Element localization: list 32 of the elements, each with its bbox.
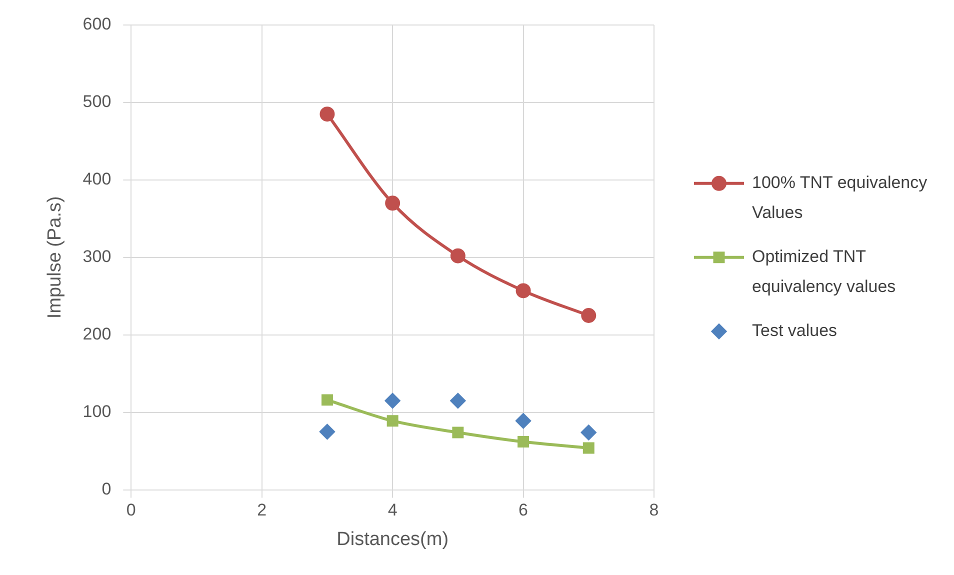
point bbox=[450, 248, 466, 264]
y-axis-title: Impulse (Pa.s) bbox=[44, 196, 66, 319]
point bbox=[452, 426, 464, 438]
x-tick-label: 2 bbox=[257, 500, 267, 520]
y-tick-label: 500 bbox=[82, 92, 112, 112]
point bbox=[321, 394, 333, 406]
point bbox=[385, 393, 400, 408]
y-tick-label: 0 bbox=[102, 479, 112, 498]
legend-label: 100% TNT equivalency Values bbox=[752, 173, 928, 222]
point bbox=[516, 413, 531, 428]
point bbox=[581, 308, 596, 323]
point bbox=[320, 106, 335, 122]
y-tick-label: 600 bbox=[82, 14, 112, 34]
point bbox=[582, 442, 594, 454]
point bbox=[581, 424, 596, 440]
x-axis-title: Distances(m) bbox=[336, 528, 449, 550]
y-tick-label: 100 bbox=[82, 402, 112, 422]
y-tick-label: 300 bbox=[82, 247, 112, 266]
y-tick-label: 400 bbox=[82, 170, 112, 189]
point bbox=[386, 415, 398, 427]
legend-label: Optimized TNT equivalency values bbox=[752, 247, 896, 296]
point bbox=[320, 424, 335, 440]
point bbox=[450, 393, 466, 408]
legend-label: Test values bbox=[752, 321, 838, 340]
x-tick-label: 6 bbox=[518, 500, 528, 520]
x-tick-label: 8 bbox=[649, 500, 659, 520]
x-tick-label: 0 bbox=[126, 500, 136, 520]
point bbox=[385, 196, 400, 211]
y-tick-label: 200 bbox=[82, 324, 112, 344]
point bbox=[516, 283, 531, 298]
x-tick-label: 4 bbox=[388, 500, 398, 520]
point bbox=[518, 436, 530, 448]
